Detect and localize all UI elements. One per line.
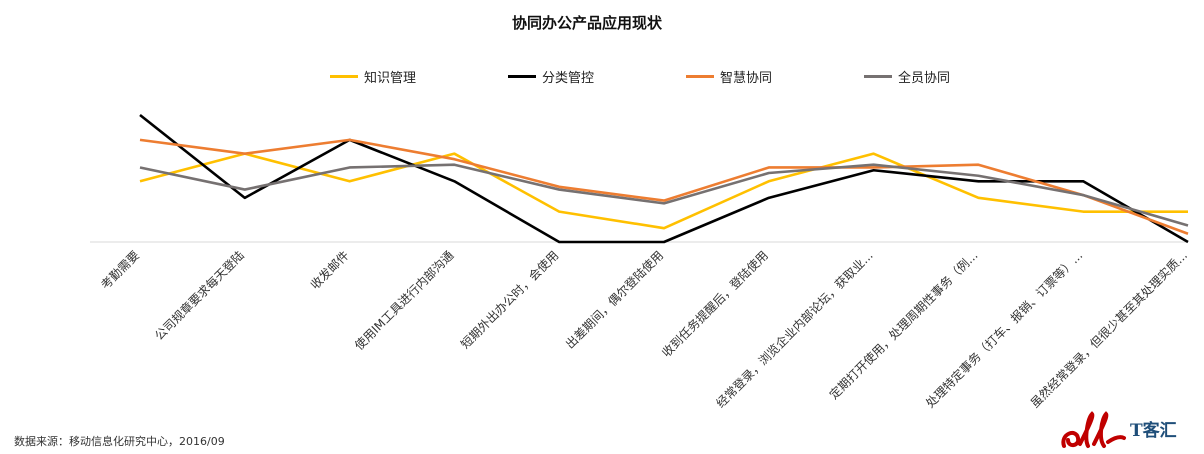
legend-swatch [864, 74, 892, 78]
brand-logo-text: T客汇 [1130, 420, 1177, 441]
legend-label: 全员协同 [898, 70, 951, 86]
legend-label: 知识管理 [364, 70, 417, 86]
x-tick-label: 公司规章要求每天登陆 [151, 248, 246, 343]
source-note: 数据来源：移动信息化研究中心，2016/09 [14, 435, 225, 448]
brand-logo-mark [1061, 411, 1126, 448]
chart-legend: 知识管理 分类管控 智慧协同 全员协同 [330, 66, 1030, 86]
x-tick-labels: 考勤需要 公司规章要求每天登陆 收发邮件 使用IM工具进行内部沟通 短期外出办公时，会使… [98, 248, 1190, 411]
series-line-2 [139, 138, 1189, 235]
legend-swatch [330, 74, 358, 78]
series-line-3 [139, 163, 1189, 227]
brand-logo: T客汇 [1061, 411, 1177, 448]
series-line-0 [139, 152, 1188, 230]
legend-item: 知识管理 [330, 66, 416, 86]
legend-label: 智慧协同 [720, 70, 773, 86]
x-tick-label: 短期外出办公时，会使用 [457, 248, 561, 352]
x-tick-label: 出差期间，偶尔登陆使用 [562, 248, 666, 352]
x-tick-label: 考勤需要 [98, 248, 142, 292]
series-layer [139, 114, 1189, 244]
legend-swatch [686, 74, 714, 78]
x-tick-label: 使用IM工具进行内部沟通 [351, 248, 456, 353]
legend-item: 智慧协同 [686, 66, 772, 86]
legend-label: 分类管控 [542, 70, 595, 86]
legend-swatch [508, 74, 536, 78]
x-tick-label: 收到任务提醒后，登陆使用 [658, 248, 770, 360]
legend-item: 全员协同 [864, 66, 950, 86]
legend-item: 分类管控 [508, 66, 594, 86]
x-tick-label: 收发邮件 [307, 248, 352, 293]
chart-title: 协同办公产品应用现状 [511, 14, 662, 32]
